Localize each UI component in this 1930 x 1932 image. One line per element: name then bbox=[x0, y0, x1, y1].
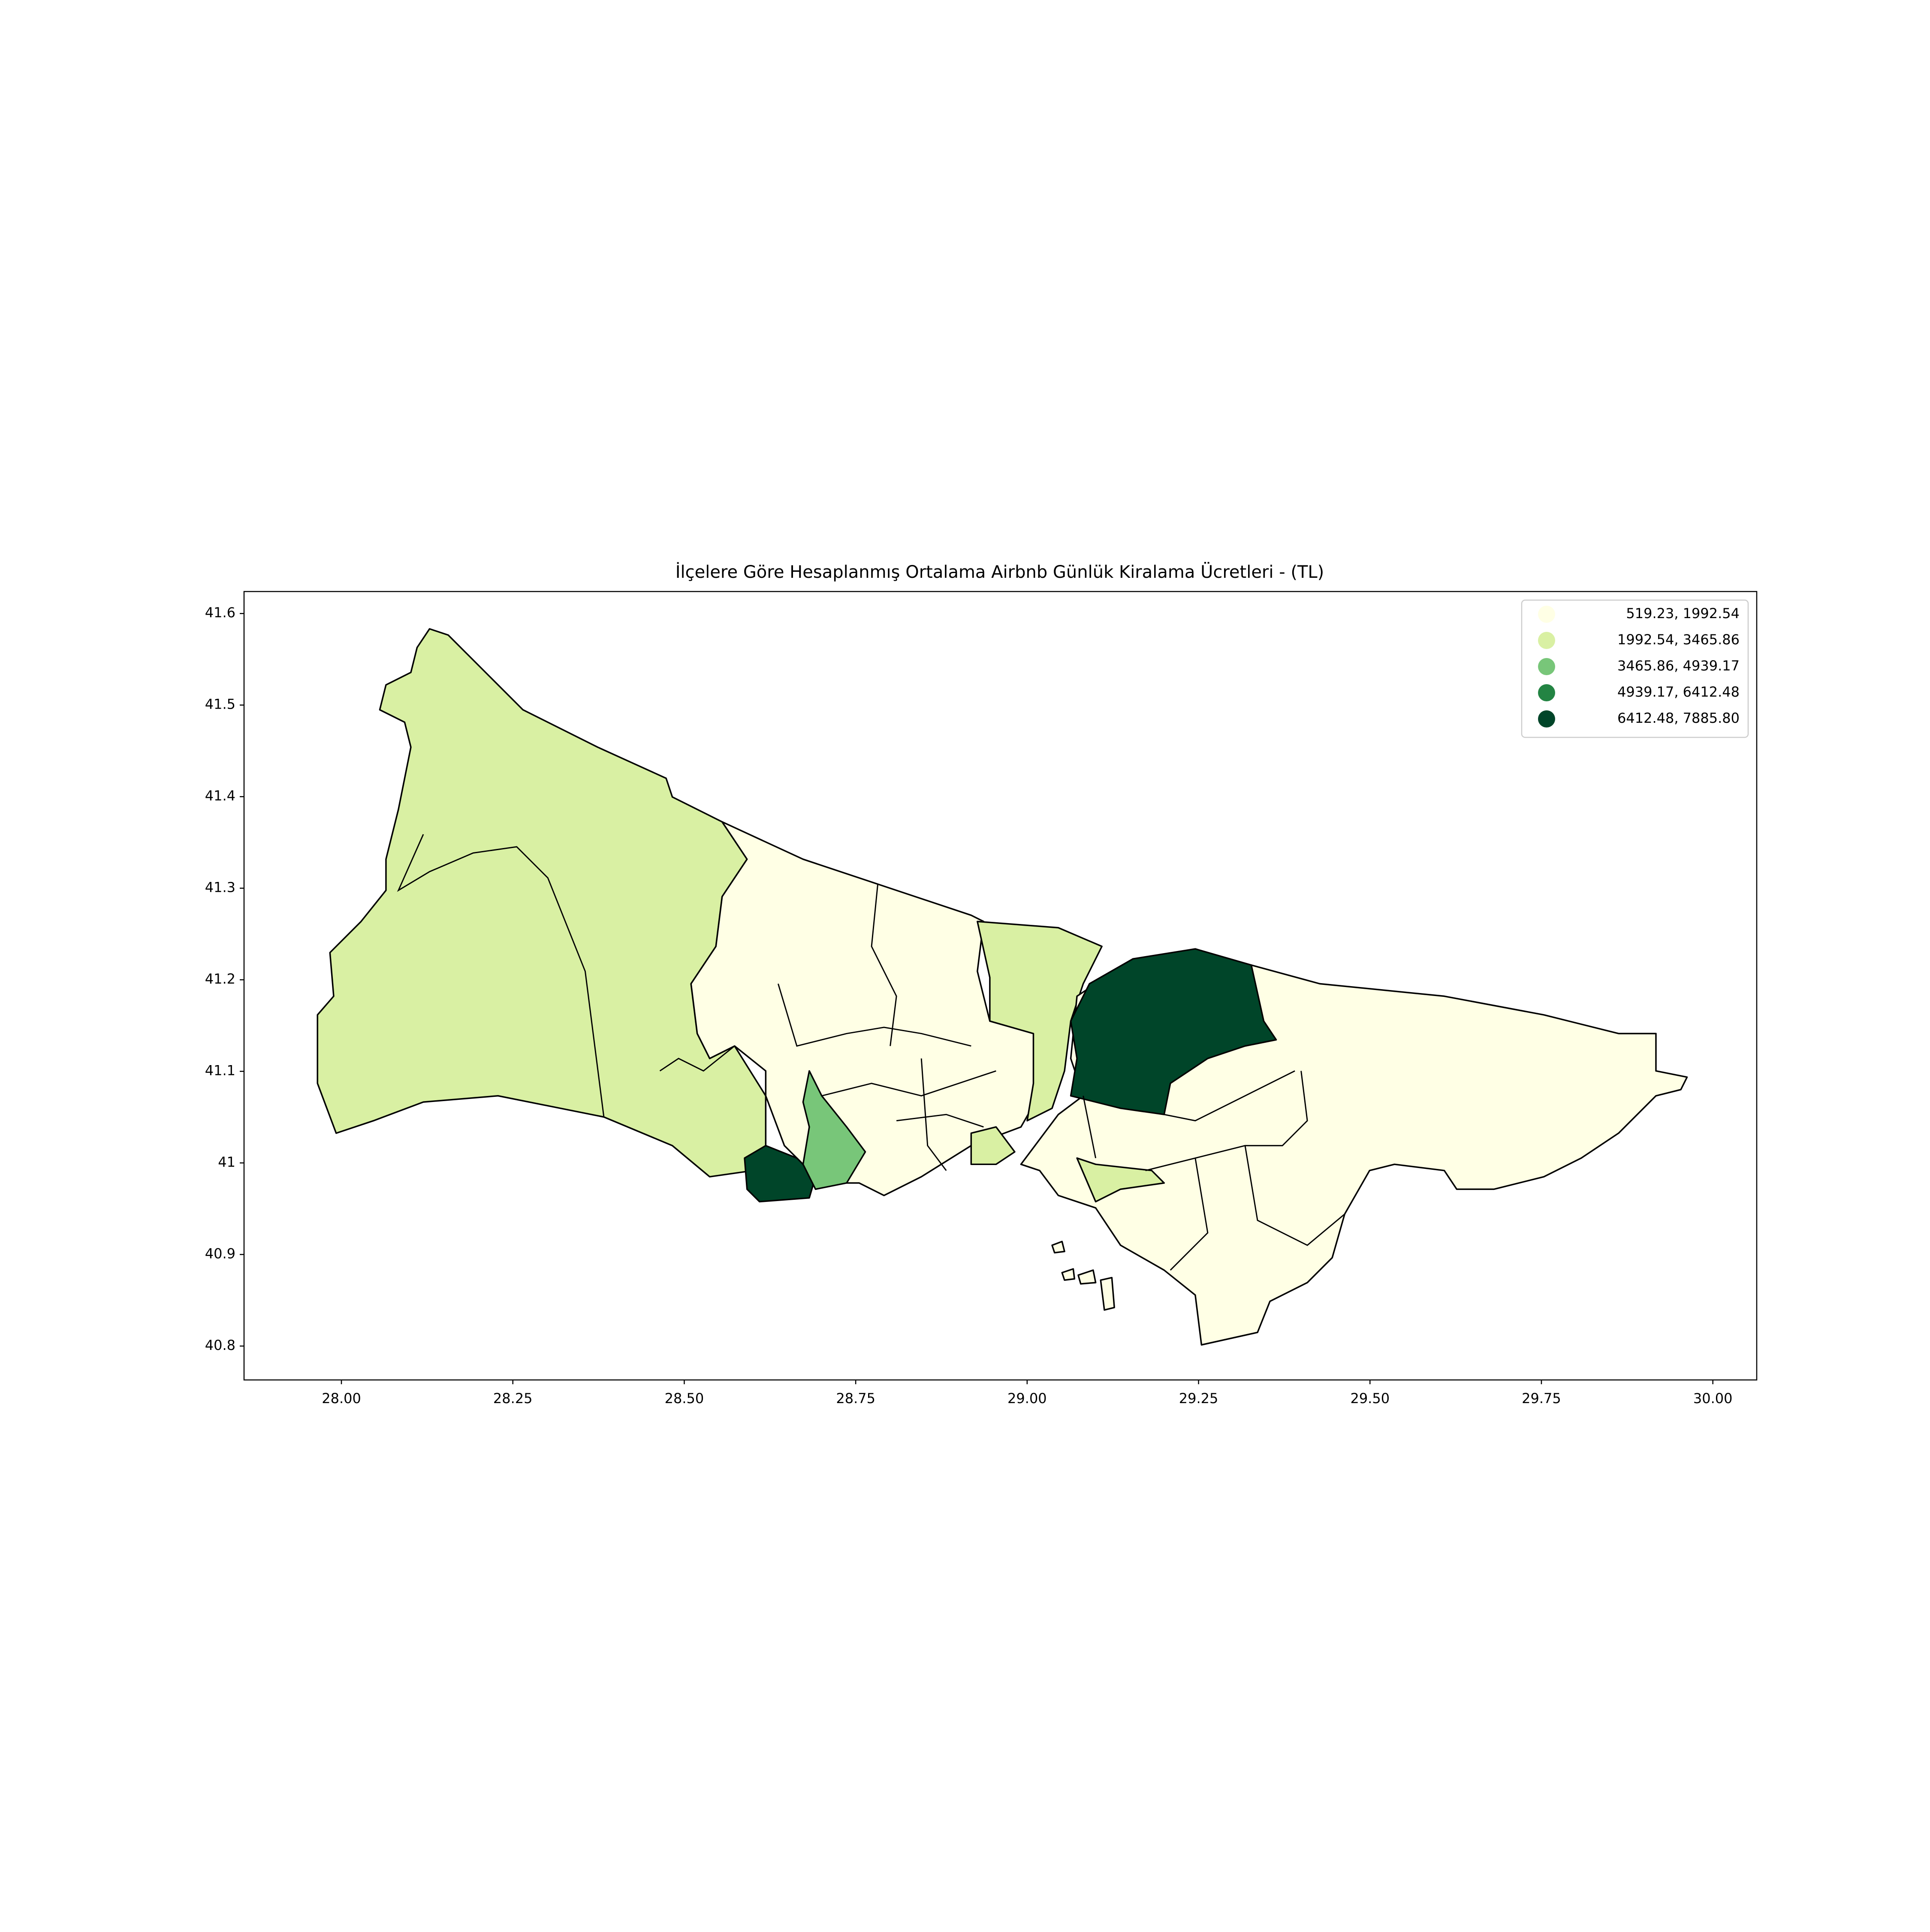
chart-title: İlçelere Göre Hesaplanmış Ortalama Airbn… bbox=[676, 561, 1324, 582]
border bbox=[659, 1045, 735, 1072]
border bbox=[896, 1114, 984, 1128]
region bbox=[1070, 948, 1277, 1115]
y-tick-label: 41.5 bbox=[205, 696, 235, 712]
legend-marker bbox=[1538, 658, 1555, 675]
y-tick-label: 40.8 bbox=[205, 1337, 235, 1353]
legend-label: 519.23, 1992.54 bbox=[1626, 605, 1740, 622]
x-tick-label: 29.50 bbox=[1350, 1390, 1390, 1407]
region bbox=[970, 1126, 1016, 1165]
border bbox=[920, 1058, 947, 1171]
y-tick-label: 41.3 bbox=[205, 879, 235, 896]
x-tick-label: 28.75 bbox=[836, 1390, 875, 1407]
region bbox=[977, 921, 1103, 1122]
legend-marker bbox=[1538, 632, 1555, 649]
island bbox=[1100, 1277, 1115, 1311]
legend-label: 6412.48, 7885.80 bbox=[1617, 710, 1740, 726]
border bbox=[1145, 1071, 1308, 1171]
map bbox=[317, 628, 1688, 1346]
x-tick-label: 29.00 bbox=[1007, 1390, 1047, 1407]
x-tick-label: 28.00 bbox=[322, 1390, 361, 1407]
y-tick-label: 41.4 bbox=[205, 788, 235, 804]
legend-marker bbox=[1538, 710, 1555, 728]
legend-label: 1992.54, 3465.86 bbox=[1617, 631, 1740, 648]
region bbox=[1076, 1157, 1165, 1203]
border bbox=[777, 983, 971, 1047]
x-tick-label: 30.00 bbox=[1693, 1390, 1733, 1407]
island bbox=[1061, 1268, 1076, 1281]
legend-label: 3465.86, 4939.17 bbox=[1617, 658, 1740, 674]
y-tick-label: 41.1 bbox=[205, 1063, 235, 1079]
border bbox=[871, 884, 897, 1046]
x-tick-label: 29.75 bbox=[1522, 1390, 1561, 1407]
border bbox=[397, 834, 605, 1117]
y-tick-label: 41.2 bbox=[205, 971, 235, 987]
island bbox=[1051, 1241, 1065, 1254]
region bbox=[744, 1145, 817, 1203]
legend-marker bbox=[1538, 684, 1555, 701]
border bbox=[1170, 1158, 1209, 1271]
island bbox=[1077, 1269, 1097, 1285]
border bbox=[1164, 1070, 1295, 1122]
axes-frame bbox=[243, 591, 1758, 1381]
region bbox=[317, 628, 767, 1178]
border bbox=[1244, 1145, 1345, 1246]
x-tick-label: 28.50 bbox=[665, 1390, 704, 1407]
y-tick-label: 40.9 bbox=[205, 1246, 235, 1262]
x-tick-label: 28.25 bbox=[493, 1390, 533, 1407]
legend-marker bbox=[1538, 606, 1555, 623]
y-tick-label: 41.6 bbox=[205, 604, 235, 621]
x-tick-label: 29.25 bbox=[1179, 1390, 1218, 1407]
region bbox=[802, 1070, 866, 1190]
legend-box bbox=[1521, 599, 1749, 738]
y-tick-label: 41 bbox=[218, 1154, 235, 1170]
border bbox=[1083, 1096, 1097, 1159]
legend-label: 4939.17, 6412.48 bbox=[1617, 684, 1740, 700]
border bbox=[821, 1070, 996, 1097]
